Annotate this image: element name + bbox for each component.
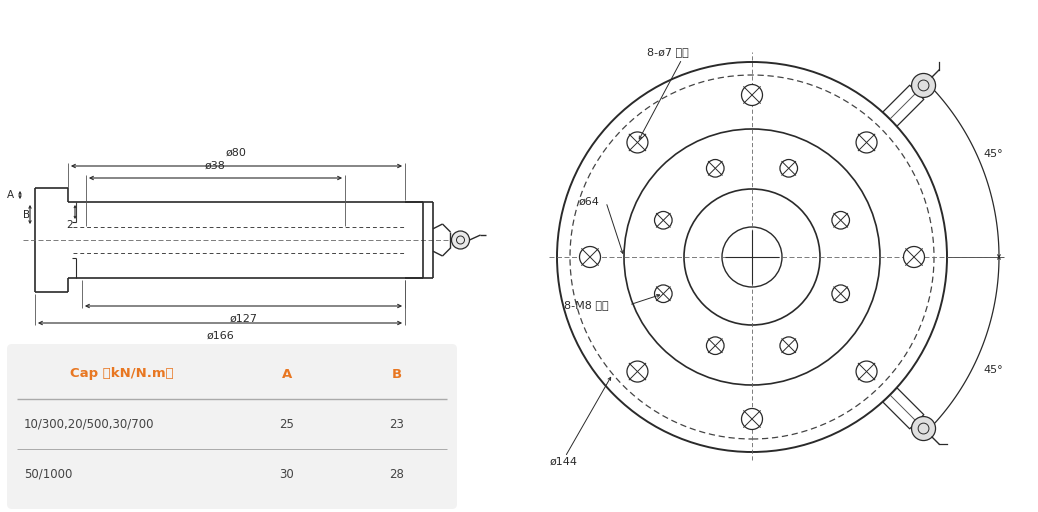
Ellipse shape bbox=[856, 361, 877, 382]
Text: A: A bbox=[282, 368, 292, 380]
Ellipse shape bbox=[627, 361, 648, 382]
Text: B: B bbox=[24, 209, 30, 220]
Text: 25: 25 bbox=[279, 417, 295, 431]
Ellipse shape bbox=[655, 211, 673, 229]
Text: A: A bbox=[6, 190, 13, 200]
Ellipse shape bbox=[831, 285, 849, 303]
Text: 28: 28 bbox=[389, 467, 405, 480]
Text: ø64: ø64 bbox=[579, 197, 600, 207]
Text: 2: 2 bbox=[66, 220, 74, 230]
Ellipse shape bbox=[780, 337, 797, 354]
Text: ø144: ø144 bbox=[550, 457, 578, 467]
Text: 45°: 45° bbox=[983, 365, 1003, 374]
Ellipse shape bbox=[831, 211, 849, 229]
Text: B: B bbox=[392, 368, 402, 380]
Text: 8-ø7 贯通: 8-ø7 贯通 bbox=[647, 47, 689, 57]
Ellipse shape bbox=[856, 132, 877, 153]
Ellipse shape bbox=[655, 285, 673, 303]
Text: 23: 23 bbox=[389, 417, 405, 431]
Ellipse shape bbox=[579, 246, 601, 267]
Ellipse shape bbox=[741, 84, 763, 105]
Ellipse shape bbox=[452, 231, 469, 249]
FancyBboxPatch shape bbox=[7, 344, 457, 509]
Ellipse shape bbox=[911, 73, 935, 97]
Text: ø127: ø127 bbox=[229, 314, 257, 324]
Text: 8-M8 贯通: 8-M8 贯通 bbox=[564, 300, 608, 310]
Ellipse shape bbox=[903, 246, 925, 267]
Text: Cap （kN/N.m）: Cap （kN/N.m） bbox=[71, 368, 173, 380]
Ellipse shape bbox=[707, 160, 725, 177]
Text: 45°: 45° bbox=[983, 150, 1003, 159]
Text: 30: 30 bbox=[279, 467, 295, 480]
Text: 50/1000: 50/1000 bbox=[24, 467, 73, 480]
Ellipse shape bbox=[741, 409, 763, 430]
Ellipse shape bbox=[911, 417, 935, 440]
Ellipse shape bbox=[780, 160, 797, 177]
Text: ø38: ø38 bbox=[206, 161, 226, 171]
Text: ø166: ø166 bbox=[207, 331, 234, 341]
Text: ø80: ø80 bbox=[226, 148, 247, 158]
Ellipse shape bbox=[627, 132, 648, 153]
Ellipse shape bbox=[707, 337, 725, 354]
Text: 10/300,20/500,30/700: 10/300,20/500,30/700 bbox=[24, 417, 155, 431]
